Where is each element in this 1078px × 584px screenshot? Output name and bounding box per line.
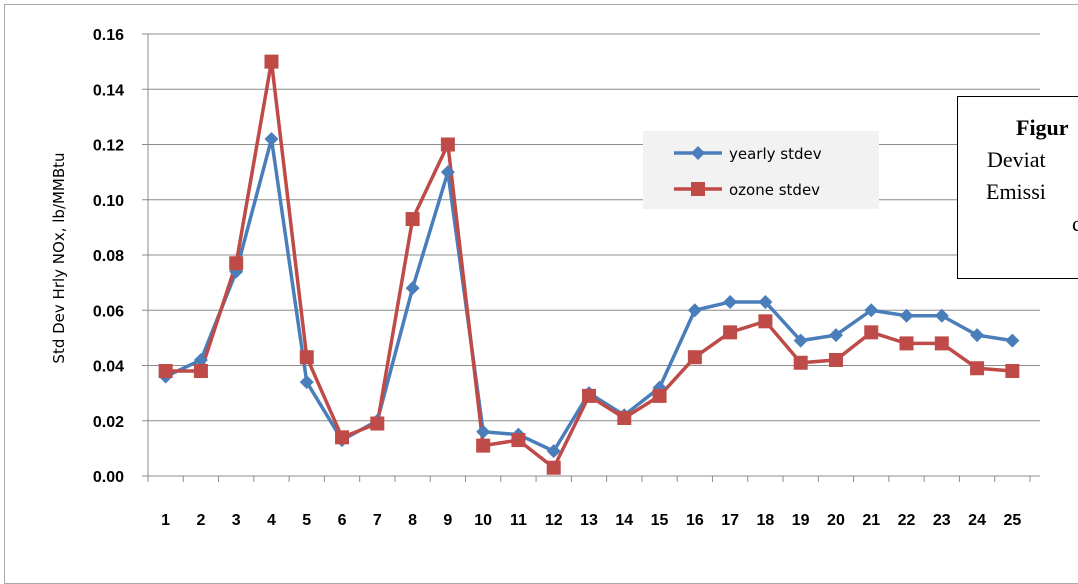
x-tick-label: 5 bbox=[302, 512, 311, 529]
x-tick-label: 20 bbox=[827, 512, 845, 529]
x-tick-label: 6 bbox=[338, 512, 347, 529]
x-tick-label: 7 bbox=[373, 512, 382, 529]
data-point-diamond bbox=[1005, 333, 1020, 348]
data-point-diamond bbox=[440, 165, 455, 180]
data-point-square bbox=[723, 325, 738, 340]
caption-line-4: c bbox=[1072, 208, 1078, 240]
data-point-diamond bbox=[264, 131, 279, 146]
data-point-diamond bbox=[793, 333, 808, 348]
x-tick-label: 16 bbox=[686, 512, 704, 529]
data-point-square bbox=[229, 256, 244, 271]
data-point-square bbox=[440, 137, 455, 152]
x-tick-label: 4 bbox=[267, 512, 276, 529]
data-point-diamond bbox=[758, 294, 773, 309]
data-point-square bbox=[370, 416, 385, 431]
legend: yearly stdev ozone stdev bbox=[643, 131, 879, 209]
x-tick-label: 2 bbox=[196, 512, 205, 529]
data-point-square bbox=[934, 336, 949, 351]
x-tick-label: 9 bbox=[443, 512, 452, 529]
figure-caption-box: Figur Deviat Emissi c bbox=[957, 96, 1078, 279]
data-point-square bbox=[652, 388, 667, 403]
data-point-diamond bbox=[864, 303, 879, 318]
legend-diamond-marker bbox=[691, 146, 705, 160]
y-tick-label: 0.06 bbox=[93, 303, 124, 320]
data-point-square bbox=[899, 336, 914, 351]
y-tick-label: 0.02 bbox=[93, 414, 124, 431]
data-point-square bbox=[335, 430, 350, 445]
data-point-square bbox=[970, 361, 985, 376]
x-tick-label: 14 bbox=[615, 512, 633, 529]
data-point-square bbox=[158, 364, 173, 379]
y-tick-label: 0.10 bbox=[93, 193, 124, 210]
data-point-square bbox=[793, 355, 808, 370]
data-point-square bbox=[264, 54, 279, 69]
x-tick-label: 18 bbox=[757, 512, 775, 529]
x-tick-label: 10 bbox=[474, 512, 492, 529]
data-point-diamond bbox=[299, 375, 314, 390]
x-tick-label: 22 bbox=[898, 512, 916, 529]
chart-stage: 0.00 0.02 0.04 0.06 0.08 0.10 0.12 0.14 0.16 1 2 3 4… bbox=[4, 4, 1078, 584]
data-point-square bbox=[193, 364, 208, 379]
data-point-square bbox=[687, 350, 702, 365]
data-point-square bbox=[511, 433, 526, 448]
data-point-square bbox=[1005, 364, 1020, 379]
data-point-diamond bbox=[899, 308, 914, 323]
x-tick-label: 13 bbox=[580, 512, 598, 529]
gridlines bbox=[148, 33, 1040, 422]
data-point-square bbox=[405, 212, 420, 227]
data-point-square bbox=[864, 325, 879, 340]
x-tick-label: 12 bbox=[545, 512, 563, 529]
x-tick-label: 19 bbox=[792, 512, 810, 529]
data-point-diamond bbox=[476, 424, 491, 439]
y-tick-label: 0.08 bbox=[93, 248, 124, 265]
caption-line-3: Emissi bbox=[986, 179, 1046, 204]
legend-square-marker bbox=[691, 182, 705, 196]
data-point-square bbox=[617, 410, 632, 425]
data-point-square bbox=[582, 388, 596, 403]
data-point-square bbox=[758, 314, 773, 329]
data-point-square bbox=[299, 350, 314, 365]
y-tick-label: 0.16 bbox=[93, 27, 124, 44]
x-tick-label: 15 bbox=[651, 512, 669, 529]
data-point-square bbox=[476, 438, 491, 453]
data-point-diamond bbox=[828, 328, 843, 343]
data-point-diamond bbox=[193, 352, 208, 367]
x-tick-label: 8 bbox=[408, 512, 417, 529]
series-lines bbox=[164, 59, 1013, 470]
legend-label: ozone stdev bbox=[729, 181, 820, 199]
data-point-diamond bbox=[405, 281, 420, 296]
x-tick-label: 17 bbox=[721, 512, 739, 529]
data-point-diamond bbox=[934, 308, 949, 323]
series-line-yearly-stdev bbox=[164, 137, 1013, 453]
tick-labels: 0.000.020.040.060.080.100.120.140.161 2 3 4… bbox=[93, 27, 1022, 529]
y-tick-label: 0.00 bbox=[93, 469, 124, 486]
line-chart: 0.000.020.040.060.080.100.120.140.161 2 3 4… bbox=[50, 27, 1040, 529]
data-point-diamond bbox=[546, 444, 561, 459]
data-point-diamond bbox=[970, 328, 985, 343]
x-tick-label: 3 bbox=[232, 512, 241, 529]
x-tick-label: 25 bbox=[1003, 512, 1021, 529]
series-line-ozone-stdev bbox=[165, 59, 1013, 470]
data-point-square bbox=[828, 352, 843, 367]
y-tick-label: 0.14 bbox=[93, 82, 124, 99]
data-point-square bbox=[546, 460, 561, 475]
x-tick-label: 1 bbox=[161, 512, 170, 529]
data-point-diamond bbox=[687, 303, 702, 318]
x-tick-label: 21 bbox=[862, 512, 880, 529]
x-tick-label: 24 bbox=[968, 512, 986, 529]
legend-background bbox=[643, 131, 879, 209]
y-axis-title: Std Dev Hrly NOx, lb/MMBtu bbox=[50, 152, 68, 363]
x-tick-label: 11 bbox=[510, 512, 527, 529]
data-markers bbox=[158, 54, 1020, 475]
caption-line-1: Figur bbox=[1016, 115, 1069, 140]
y-tick-label: 0.04 bbox=[93, 359, 124, 376]
x-tick-label: 23 bbox=[933, 512, 951, 529]
y-tick-label: 0.12 bbox=[93, 138, 124, 155]
axes bbox=[142, 33, 1040, 482]
legend-label: yearly stdev bbox=[729, 145, 822, 163]
data-point-diamond bbox=[723, 294, 738, 309]
caption-line-2: Deviat bbox=[987, 147, 1046, 172]
